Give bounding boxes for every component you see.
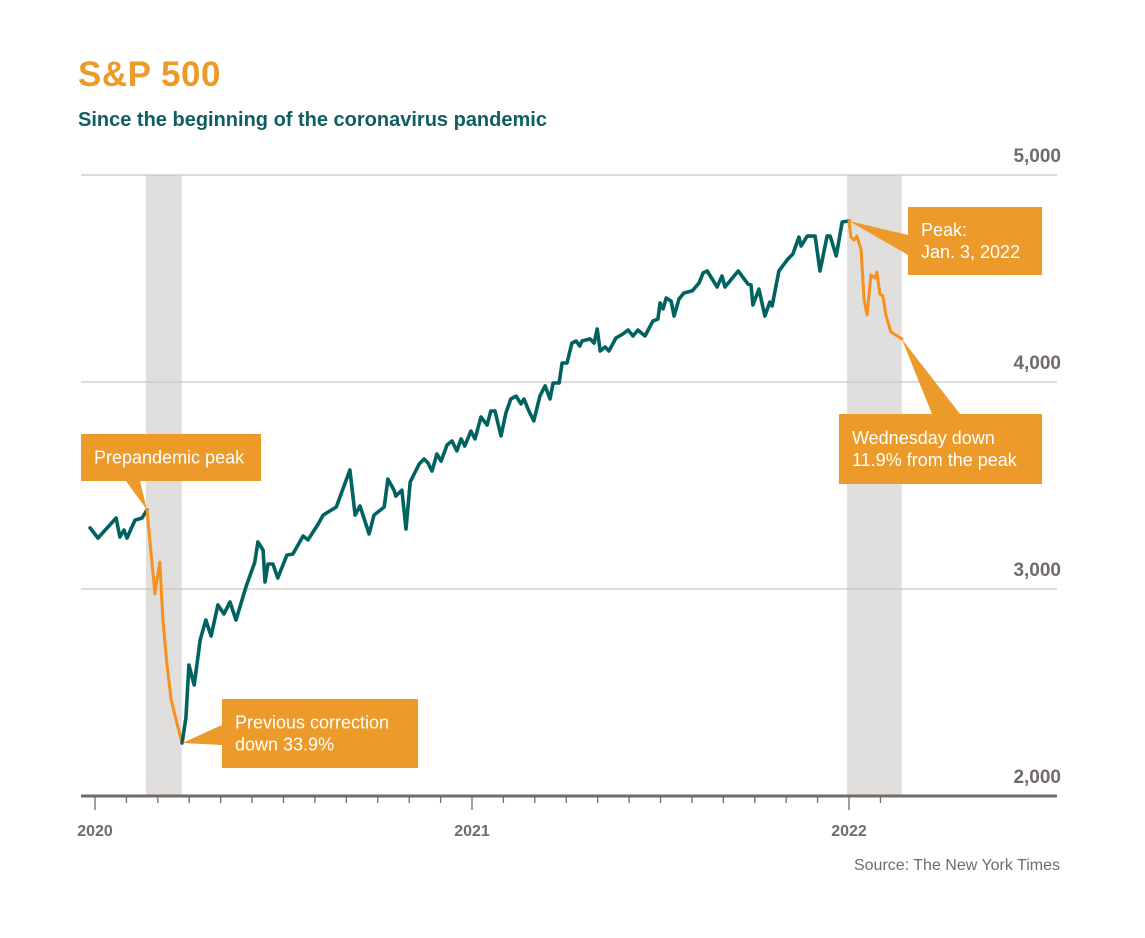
callout-text: Jan. 3, 2022 xyxy=(921,242,1020,262)
callout-text: down 33.9% xyxy=(235,735,334,755)
y-tick-label: 4,000 xyxy=(1013,353,1061,374)
y-tick-label: 2,000 xyxy=(1013,767,1061,788)
callout-prepandemic-peak: Prepandemic peak xyxy=(81,434,261,510)
series-line-sp500-2 xyxy=(180,219,851,745)
callout-text: Prepandemic peak xyxy=(94,448,245,468)
callout-box xyxy=(81,434,261,481)
y-axis-labels: 5,000 4,000 3,000 2,000 xyxy=(1013,146,1061,788)
shaded-period-2020-correction xyxy=(145,175,182,796)
callout-text: Peak: xyxy=(921,220,967,240)
x-tick-label: 2020 xyxy=(77,823,113,840)
chart-title: S&P 500 xyxy=(78,55,221,94)
series-line-correction-1 xyxy=(145,508,184,745)
chart-subtitle: Since the beginning of the coronavirus p… xyxy=(78,109,547,131)
series-line-correction-3 xyxy=(847,219,904,341)
x-tick-label: 2021 xyxy=(454,823,490,840)
source-note: Source: The New York Times xyxy=(853,857,1060,874)
series-lines xyxy=(88,219,904,745)
callout-text: Wednesday down xyxy=(852,428,995,448)
callouts: Prepandemic peak Previous correctiondown … xyxy=(81,207,1042,768)
callout-pointer xyxy=(182,725,222,745)
y-tick-label: 5,000 xyxy=(1013,146,1061,167)
y-tick-label: 3,000 xyxy=(1013,560,1061,581)
callout-peak-2022: Peak:Jan. 3, 2022 xyxy=(849,207,1042,275)
callout-box xyxy=(839,414,1042,484)
shaded-period-2022-correction xyxy=(847,175,902,796)
callout-text: Previous correction xyxy=(235,713,389,733)
callout-text: 11.9% from the peak xyxy=(852,450,1018,470)
x-axis: 2020 2021 2022 xyxy=(77,794,1057,840)
callout-box xyxy=(908,207,1042,275)
callout-pointer xyxy=(849,220,908,255)
callout-pointer xyxy=(126,481,148,510)
callout-pointer xyxy=(901,338,960,414)
callout-box xyxy=(222,699,418,768)
x-tick-label: 2022 xyxy=(831,823,867,840)
series-line-sp500-0 xyxy=(88,508,149,540)
